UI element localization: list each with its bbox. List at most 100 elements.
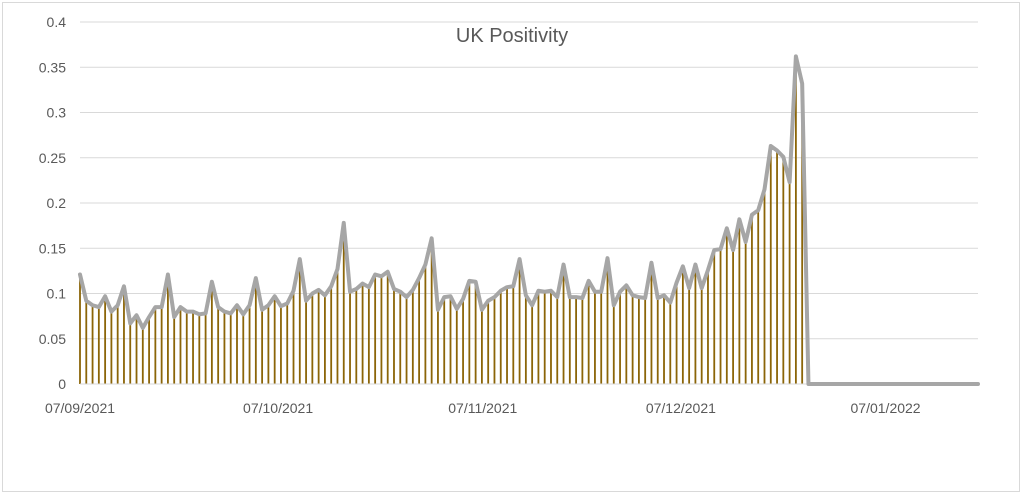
bar (562, 264, 565, 384)
bar (744, 241, 747, 384)
bar (688, 288, 691, 384)
bar (531, 305, 534, 384)
bar (242, 314, 245, 384)
bar (110, 311, 113, 384)
bar (261, 309, 264, 384)
bar (788, 182, 791, 384)
bar (336, 269, 339, 384)
bar (104, 296, 107, 384)
bar (424, 264, 427, 384)
bar (707, 269, 709, 384)
bar (324, 295, 326, 384)
bar (675, 282, 678, 384)
positivity-line (78, 54, 980, 386)
bar (606, 258, 609, 384)
y-tick-label: 0.35 (39, 59, 66, 75)
bar (430, 238, 433, 384)
bar (612, 305, 615, 384)
bar (625, 285, 628, 384)
bar (794, 56, 797, 384)
bar (725, 228, 728, 384)
bar (217, 307, 220, 384)
bar (298, 259, 301, 384)
bar (305, 300, 307, 384)
bar (468, 280, 471, 384)
y-tick-label: 0.3 (47, 105, 67, 121)
bar (474, 281, 477, 384)
bar (637, 297, 640, 384)
bar (355, 288, 358, 384)
bar (210, 281, 213, 384)
bar (123, 286, 125, 384)
bar (751, 214, 753, 384)
bar (656, 298, 659, 384)
bar (619, 291, 621, 384)
bar (769, 145, 772, 384)
y-tick-label: 0.1 (47, 286, 67, 302)
bar (801, 83, 804, 384)
bar (185, 311, 188, 384)
bar (148, 317, 150, 384)
bar (173, 317, 176, 384)
bar (292, 290, 295, 384)
y-tick-label: 0.2 (47, 195, 67, 211)
bar (537, 290, 540, 384)
bar (719, 249, 722, 384)
bar (386, 271, 389, 384)
bar (543, 291, 546, 384)
bar (405, 297, 408, 384)
bar (311, 293, 314, 384)
bar (524, 295, 527, 384)
x-tick-label: 07/12/2021 (646, 400, 716, 416)
bar (135, 315, 138, 384)
bar (380, 276, 383, 384)
bar (481, 309, 483, 384)
bar (248, 305, 251, 384)
bar (782, 156, 785, 384)
bar (499, 290, 502, 384)
bar (587, 280, 590, 384)
bar (160, 307, 163, 384)
bar (179, 307, 182, 384)
bar (204, 313, 207, 384)
y-tick-label: 0.15 (39, 240, 66, 256)
bar (116, 305, 119, 384)
bar (399, 291, 402, 384)
bar (631, 295, 634, 384)
chart-title: UK Positivity (456, 25, 568, 47)
bar (694, 264, 697, 384)
bar (738, 219, 741, 384)
bar (342, 222, 345, 384)
bar (713, 250, 716, 384)
bar (763, 189, 766, 384)
bar (443, 297, 446, 384)
bar (449, 296, 452, 384)
bar (669, 302, 672, 384)
bar (85, 300, 88, 384)
bar (550, 290, 552, 384)
bar (568, 297, 571, 384)
bar (594, 291, 596, 384)
bar (361, 283, 364, 384)
bar (91, 305, 94, 384)
bar (192, 311, 194, 384)
bar (757, 210, 760, 384)
bar (732, 250, 734, 384)
bar (229, 313, 232, 384)
bar (575, 297, 577, 384)
bar (650, 262, 653, 384)
bar (644, 298, 647, 384)
bar (437, 309, 439, 384)
bar (280, 306, 282, 384)
bar (79, 274, 81, 384)
bar (273, 296, 276, 384)
bar (663, 295, 665, 384)
bar (393, 288, 395, 384)
bar (374, 274, 377, 384)
y-tick-label: 0 (58, 376, 66, 392)
bar (267, 305, 270, 384)
bar (330, 286, 333, 384)
bar (141, 327, 144, 384)
y-tick-label: 0.05 (39, 331, 66, 347)
